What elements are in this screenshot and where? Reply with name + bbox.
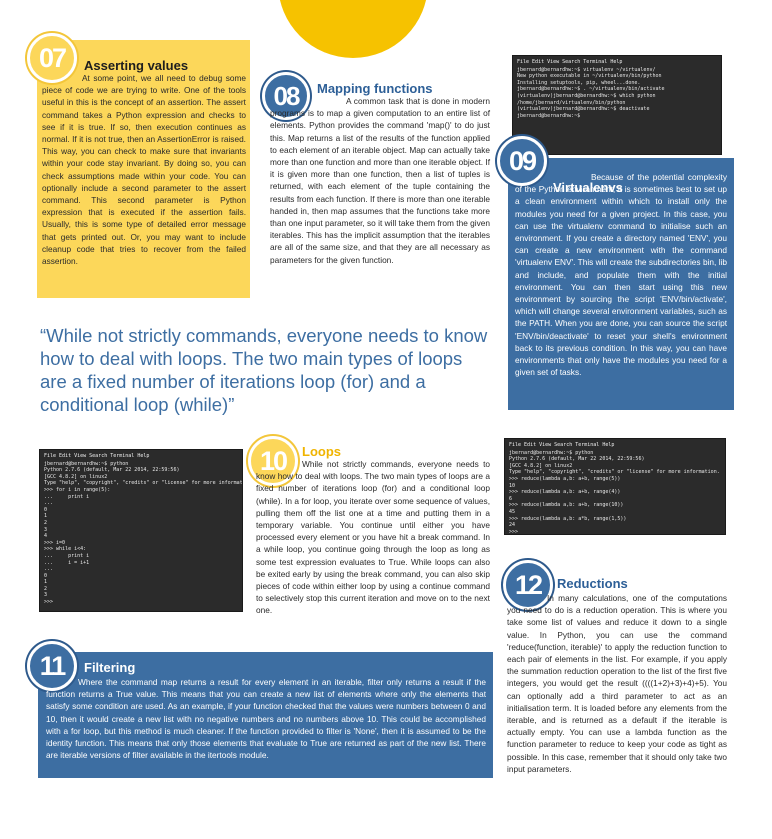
terminal-line: 6	[509, 495, 513, 502]
terminal-menu-bar: File Edit View Search Terminal Help	[44, 453, 150, 459]
terminal-line: >>> for i in range(5):	[44, 486, 111, 493]
terminal-line: >>> reduce(lambda a,b: a+b, range(5))	[509, 475, 621, 482]
section-08-body: A common task that is done in modern pro…	[270, 96, 491, 265]
terminal-line: >>> reduce(lambda a,b: a+b, range(4))	[509, 489, 621, 496]
section-11-title: Filtering	[84, 660, 136, 675]
terminal-line: jbernard@bernardhw:~$	[517, 112, 581, 119]
terminal-line: Python 2.7.6 (default, Mar 22 2014, 22:5…	[509, 456, 645, 463]
terminal-line: 0	[44, 572, 48, 579]
terminal-line: ...	[44, 566, 54, 573]
terminal-line: Installing setuptools, pip, wheel...done…	[517, 79, 641, 86]
section-11-box	[38, 652, 493, 778]
terminal-line: 24	[509, 522, 516, 529]
section-09-body: Because of the potential complexity of t…	[515, 172, 727, 378]
section-08-number: 08	[262, 72, 310, 120]
terminal-line: jbernard@bernardhw:~$ python	[509, 449, 594, 456]
terminal-line: Type "help", "copyright", "credits" or "…	[509, 469, 720, 476]
terminal-line: 2	[44, 519, 48, 526]
terminal-menu-bar: File Edit View Search Terminal Help	[509, 442, 615, 448]
terminal-line: ...	[44, 500, 54, 507]
terminal-line: 2	[44, 585, 48, 592]
terminal-line: 3	[44, 526, 48, 533]
terminal-line: (virtualenv)jbernard@bernardhw:~$ which …	[517, 92, 656, 99]
section-09-number: 09	[497, 136, 547, 186]
terminal-line: jbernard@bernardhw:~$ . ~/virtualenv/bin…	[517, 86, 665, 93]
terminal-menu-bar: File Edit View Search Terminal Help	[517, 59, 623, 65]
terminal-line: >>> while i<4:	[44, 546, 87, 553]
terminal-line: [GCC 4.8.2] on linux2	[509, 462, 573, 469]
terminal-line: >>>	[44, 599, 54, 606]
terminal-line: >>> i=0	[44, 539, 66, 546]
terminal-line: ... print i	[44, 552, 90, 559]
terminal-line: >>> reduce(lambda a,b: a*b, range(1,5))	[509, 515, 627, 522]
terminal-line: 0	[44, 506, 48, 513]
decorative-yellow-shape	[278, 0, 428, 58]
section-07-title: Asserting values	[84, 58, 189, 73]
terminal-line: ... i = i+1	[44, 559, 90, 566]
section-11-number: 11	[27, 641, 77, 691]
section-09-title: Virtualenvs	[553, 180, 623, 195]
section-07-box	[37, 40, 250, 298]
terminal-line: 10	[509, 482, 516, 489]
terminal-line: (virtualenv)jbernard@bernardhw:~$ deacti…	[517, 106, 650, 113]
terminal-line: >>> reduce(lambda a,b: a+b, range(10))	[509, 502, 624, 509]
section-12-number: 12	[503, 560, 553, 610]
loops-terminal-screenshot: File Edit View Search Terminal Help jber…	[39, 449, 243, 612]
terminal-line: [GCC 4.8.2] on linux2	[44, 473, 108, 480]
terminal-line: Python 2.7.6 (default, Mar 22 2014, 22:5…	[44, 467, 180, 474]
section-09-box	[508, 158, 734, 410]
terminal-line: 45	[509, 508, 516, 515]
pull-quote: “While not strictly commands, everyone n…	[40, 325, 488, 415]
virtualenv-terminal-screenshot: File Edit View Search Terminal Help jber…	[512, 55, 722, 155]
terminal-line: Type "help", "copyright", "credits" or "…	[44, 480, 243, 487]
terminal-line: New python executable in ~/virtualenv/bi…	[517, 73, 662, 80]
terminal-line: 4	[44, 533, 48, 540]
terminal-line: >>>	[509, 528, 519, 535]
terminal-line: 1	[44, 513, 48, 520]
section-10-title: Loops	[302, 444, 341, 459]
section-12-body: In many calculations, one of the computa…	[507, 593, 727, 774]
section-08-title: Mapping functions	[317, 81, 433, 96]
section-10-body: While not strictly commands, everyone ne…	[256, 459, 490, 616]
section-10-number: 10	[248, 436, 298, 486]
terminal-line: /home/jbernard/virtualenv/bin/python	[517, 99, 626, 106]
terminal-line: 3	[44, 592, 48, 599]
section-11-body: Where the command map returns a result f…	[46, 677, 486, 761]
section-07-body: At some point, we all need to debug some…	[42, 73, 246, 267]
section-12-title: Reductions	[557, 576, 628, 591]
terminal-line: ... print i	[44, 493, 90, 500]
terminal-line: jbernard@bernardhw:~$ python	[44, 460, 129, 467]
section-07-number: 07	[27, 33, 77, 83]
reductions-terminal-screenshot: File Edit View Search Terminal Help jber…	[504, 438, 726, 535]
terminal-line: 1	[44, 579, 48, 586]
terminal-line: jbernard@bernardhw:~$ virtualenv ~/virtu…	[517, 66, 656, 73]
